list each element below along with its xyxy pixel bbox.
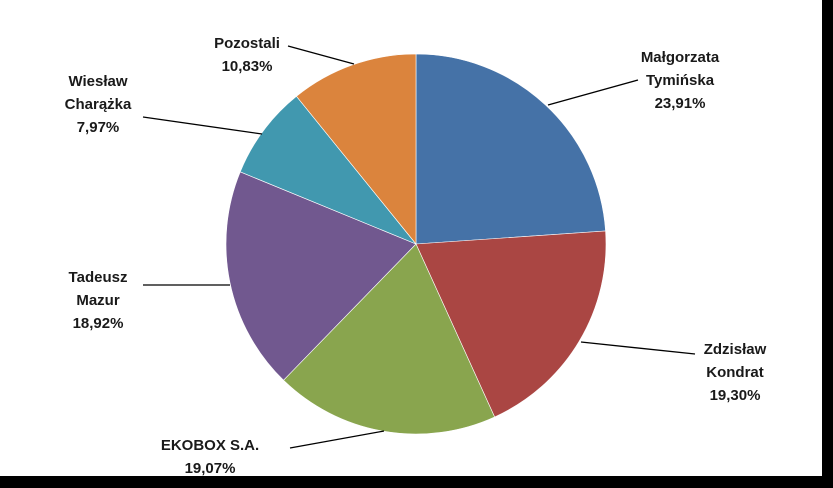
slice-label-4: Tadeusz Mazur 18,92% bbox=[69, 269, 128, 332]
slice-value-label: 19,07% bbox=[185, 460, 236, 476]
slice-value-label: 7,97% bbox=[77, 119, 120, 136]
pie-slice-1 bbox=[415, 53, 606, 245]
slice-name-label: Małgorzata bbox=[641, 49, 720, 66]
slice-name-label: Kondrat bbox=[706, 364, 764, 381]
pie-slice-2 bbox=[415, 230, 607, 418]
data-labels: Małgorzata Tymińska 23,91% Zdzisław Kondrat 1… bbox=[65, 35, 767, 476]
leader-line-1 bbox=[547, 79, 639, 106]
slice-label-5: Wiesław Charążka 7,97% bbox=[65, 73, 132, 136]
leader-line-5 bbox=[142, 116, 263, 135]
pie-chart: Małgorzata Tymińska 23,91% Zdzisław Kondrat 1… bbox=[65, 35, 767, 476]
slice-name-label: Charążka bbox=[65, 96, 132, 113]
slice-name-label: EKOBOX S.A. bbox=[161, 437, 259, 454]
leader-line-6 bbox=[287, 45, 355, 65]
slice-label-3: EKOBOX S.A. 19,07% bbox=[161, 437, 259, 476]
slice-label-6: Pozostali 10,83% bbox=[214, 35, 280, 75]
pie-slice-4 bbox=[225, 171, 417, 381]
leader-lines bbox=[142, 45, 696, 449]
leader-line-3 bbox=[289, 430, 385, 449]
slice-name-label: Zdzisław bbox=[704, 341, 767, 358]
chart-area: Małgorzata Tymińska 23,91% Zdzisław Kondrat 1… bbox=[0, 0, 822, 476]
slice-name-label: Pozostali bbox=[214, 35, 280, 52]
slice-name-label: Mazur bbox=[76, 292, 120, 309]
slice-value-label: 19,30% bbox=[710, 387, 761, 404]
slice-label-1: Małgorzata Tymińska 23,91% bbox=[641, 49, 720, 112]
leader-line-2 bbox=[580, 341, 696, 355]
slice-label-2: Zdzisław Kondrat 19,30% bbox=[704, 341, 767, 404]
slice-name-label: Tymińska bbox=[646, 72, 715, 89]
pie-slices bbox=[225, 53, 607, 435]
pie-slice-5 bbox=[239, 95, 417, 245]
slice-name-label: Wiesław bbox=[68, 73, 127, 90]
slice-value-label: 23,91% bbox=[655, 95, 706, 112]
slice-value-label: 18,92% bbox=[73, 315, 124, 332]
slice-value-label: 10,83% bbox=[222, 58, 273, 75]
pie-slice-6 bbox=[296, 53, 417, 245]
slice-name-label: Tadeusz bbox=[69, 269, 128, 286]
